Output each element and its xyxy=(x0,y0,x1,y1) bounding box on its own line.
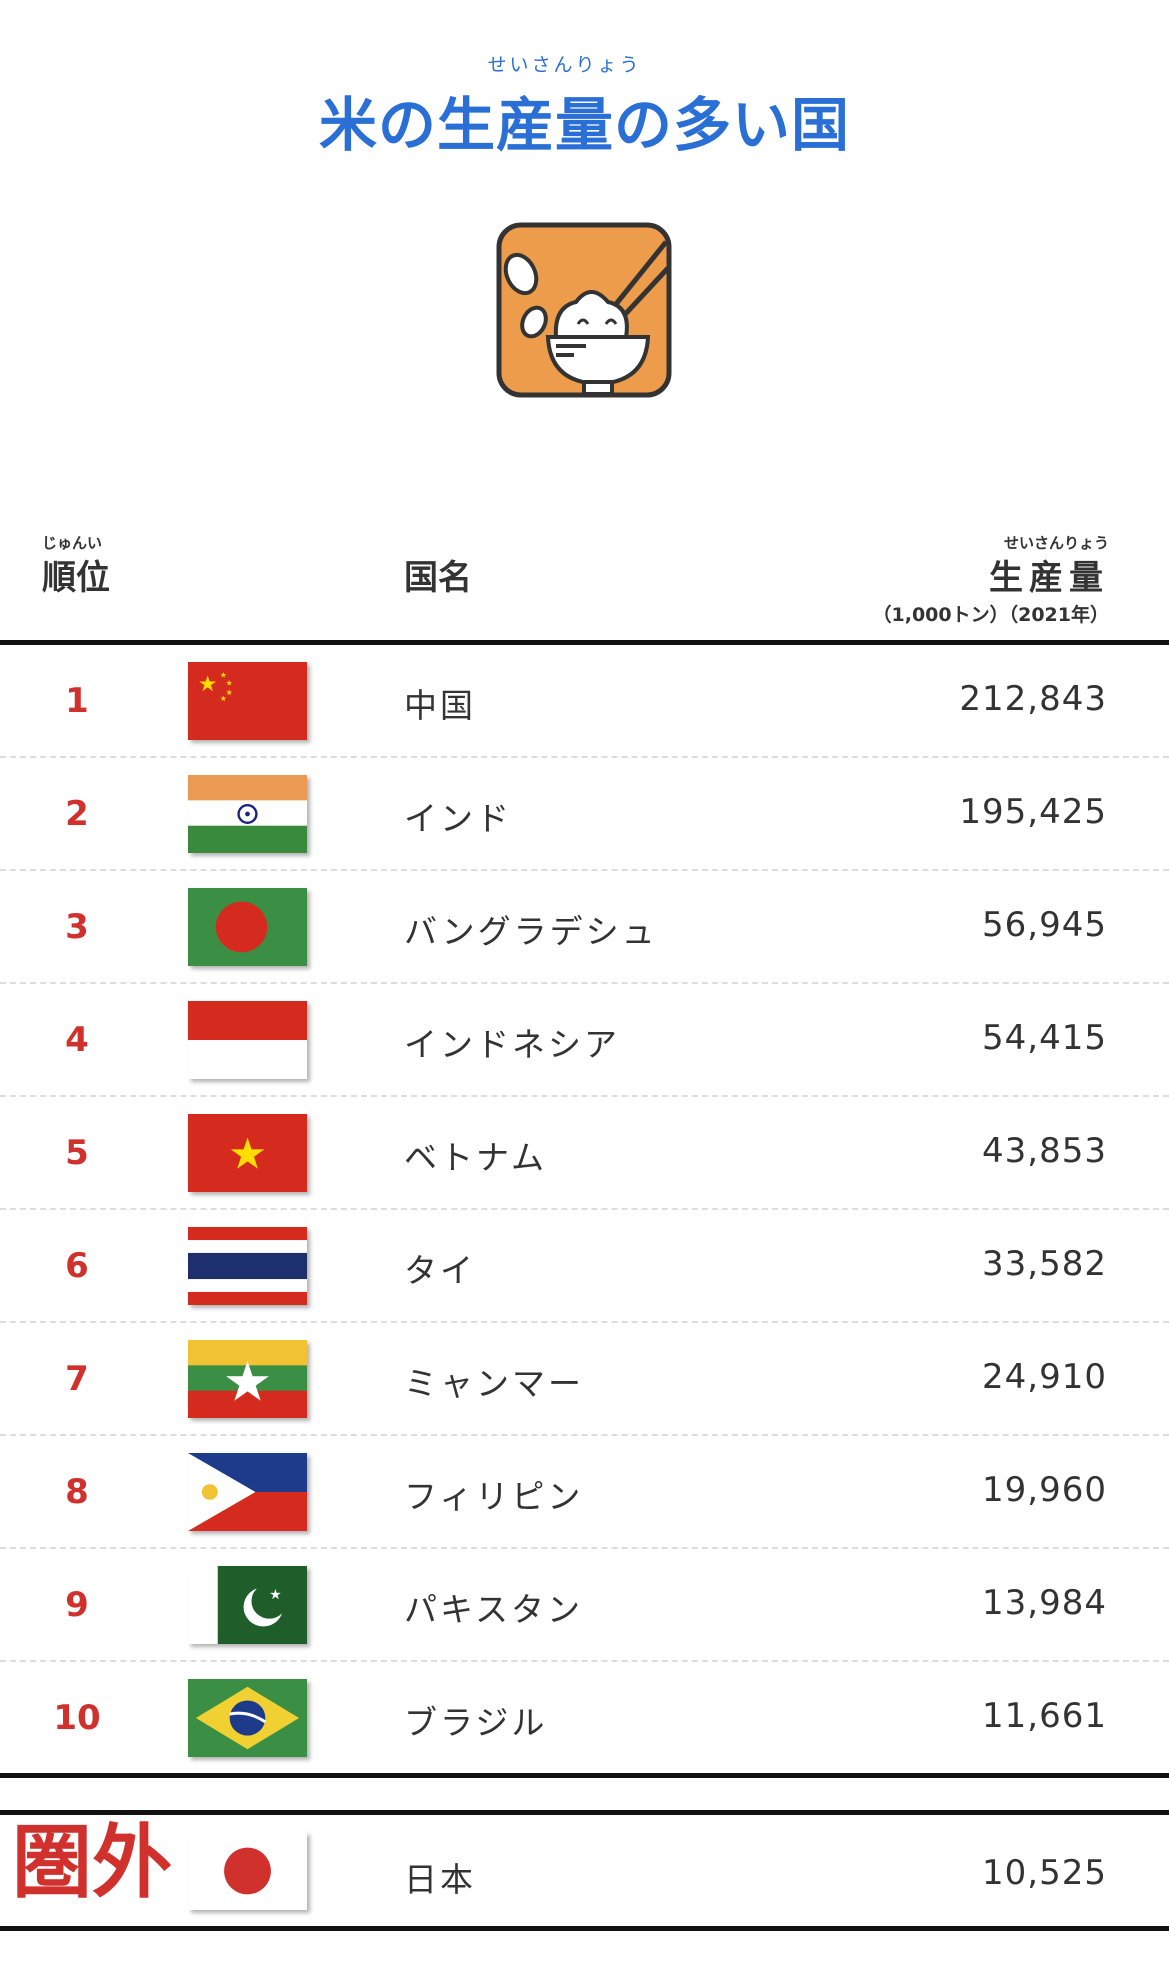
row-divider xyxy=(0,982,1169,984)
table-row: 6 タイ 33,582 xyxy=(0,1210,1169,1323)
production-value: 56,945 xyxy=(982,905,1107,945)
row-divider xyxy=(0,1095,1169,1097)
country-name: インドネシア xyxy=(404,1025,620,1064)
rank-header: 順位 xyxy=(42,558,110,598)
rank-number: 8 xyxy=(65,1472,89,1512)
table-bottom xyxy=(0,1926,1169,1931)
row-divider xyxy=(0,869,1169,871)
unit-note: （1,000トン）（2021年） xyxy=(872,604,1109,626)
country-name: 中国 xyxy=(404,686,476,725)
production-value: 24,910 xyxy=(982,1357,1107,1397)
rice-bowl-icon xyxy=(496,222,672,398)
flag-philippines xyxy=(188,1453,307,1531)
country-name: タイ xyxy=(404,1251,476,1290)
row-divider xyxy=(0,1660,1169,1662)
title-ruby: せいさんりょう xyxy=(487,54,642,76)
production-value: 19,960 xyxy=(982,1470,1107,1510)
rank-number: 5 xyxy=(65,1133,89,1173)
svg-text:★: ★ xyxy=(226,678,233,687)
flag-india xyxy=(188,775,307,853)
header-divider xyxy=(0,640,1169,645)
flag-china: ★ ★ ★ ★ ★ xyxy=(188,662,307,740)
production-value: 195,425 xyxy=(959,792,1107,832)
outside-label: 圏外 xyxy=(12,1816,172,1909)
svg-text:★: ★ xyxy=(269,1587,281,1603)
rank-number: 10 xyxy=(53,1698,101,1738)
row-divider xyxy=(0,1547,1169,1549)
table-row: 1 ★ ★ ★ ★ ★ 中国 212,843 xyxy=(0,645,1169,758)
rank-number: 4 xyxy=(65,1020,89,1060)
rank-number: 6 xyxy=(65,1246,89,1286)
svg-text:★: ★ xyxy=(220,671,227,680)
row-divider xyxy=(0,1321,1169,1323)
rank-number: 3 xyxy=(65,907,89,947)
production-header-ruby: せいさんりょう xyxy=(1003,534,1109,552)
country-header: 国名 xyxy=(404,558,472,598)
rank-number: 2 xyxy=(65,794,89,834)
flag-bangladesh xyxy=(188,888,307,966)
production-value: 54,415 xyxy=(982,1018,1107,1058)
country-name: ブラジル xyxy=(404,1703,548,1742)
table-row: 4 インドネシア 54,415 xyxy=(0,984,1169,1097)
rank-number: 9 xyxy=(65,1585,89,1625)
flag-brazil xyxy=(188,1679,307,1757)
svg-text:★: ★ xyxy=(223,1350,273,1413)
flag-japan xyxy=(188,1832,307,1910)
table-row: 2 インド 195,425 xyxy=(0,758,1169,871)
rank-number: 1 xyxy=(65,681,89,721)
production-value: 10,525 xyxy=(982,1853,1107,1893)
country-name: 日本 xyxy=(404,1860,476,1899)
country-name: バングラデシュ xyxy=(404,912,658,951)
table-row: 9 ★ パキスタン 13,984 xyxy=(0,1549,1169,1662)
table-row: 3 バングラデシュ 56,945 xyxy=(0,871,1169,984)
flag-indonesia xyxy=(188,1001,307,1079)
table-row: 7 ★ ミャンマー 24,910 xyxy=(0,1323,1169,1436)
country-name: ミャンマー xyxy=(404,1364,584,1403)
country-name: ベトナム xyxy=(404,1138,548,1177)
flag-pakistan: ★ xyxy=(188,1566,307,1644)
country-name: パキスタン xyxy=(404,1590,584,1629)
svg-text:★: ★ xyxy=(226,688,233,697)
production-value: 11,661 xyxy=(982,1696,1107,1736)
svg-text:★: ★ xyxy=(220,694,227,703)
flag-myanmar: ★ xyxy=(188,1340,307,1418)
flag-thailand xyxy=(188,1227,307,1305)
rank-header-ruby: じゅんい xyxy=(42,534,103,552)
production-value: 43,853 xyxy=(982,1131,1107,1171)
production-value: 13,984 xyxy=(982,1583,1107,1623)
production-value: 212,843 xyxy=(959,679,1107,719)
country-name: インド xyxy=(404,799,512,838)
production-value: 33,582 xyxy=(982,1244,1107,1284)
table-divider xyxy=(0,1773,1169,1778)
table-row: 5 ★ ベトナム 43,853 xyxy=(0,1097,1169,1210)
row-divider xyxy=(0,1434,1169,1436)
flag-vietnam: ★ xyxy=(188,1114,307,1192)
rank-number: 7 xyxy=(65,1359,89,1399)
svg-text:★: ★ xyxy=(228,1130,267,1180)
production-header: 生産量 xyxy=(989,558,1109,598)
row-divider xyxy=(0,1208,1169,1210)
svg-text:★: ★ xyxy=(198,672,218,697)
country-name: フィリピン xyxy=(404,1477,584,1516)
table-row: 8 フィリピン 19,960 xyxy=(0,1436,1169,1549)
page-title: 米の生産量の多い国 xyxy=(318,91,850,159)
outside-row: 圏外 日本 10,525 xyxy=(0,1815,1169,1928)
table-divider xyxy=(0,1810,1169,1815)
table-row: 10 ブラジル 11,661 xyxy=(0,1662,1169,1775)
row-divider xyxy=(0,756,1169,758)
